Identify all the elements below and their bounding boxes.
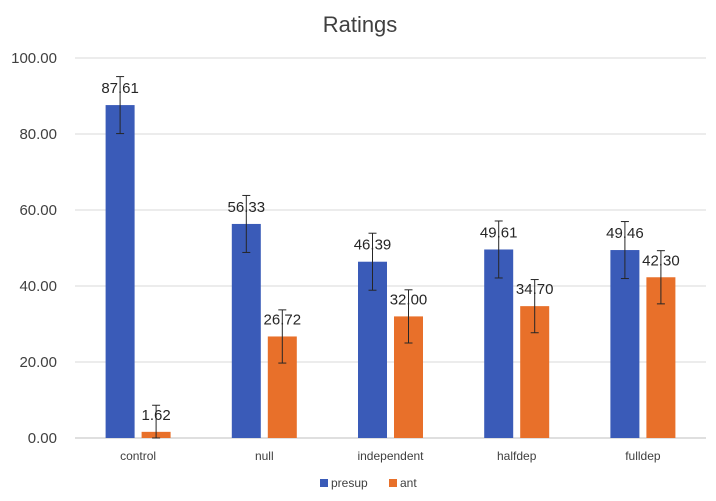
error-bars — [116, 76, 665, 439]
x-tick-label: control — [120, 449, 156, 463]
bar-presup-control — [105, 105, 135, 438]
bars — [105, 105, 676, 438]
y-axis: 0.00 20.00 40.00 60.00 80.00 100.00 — [11, 50, 57, 447]
bar-presup-null — [231, 223, 261, 438]
data-label: 46.39 — [354, 237, 392, 254]
y-tick-label: 20.00 — [19, 354, 57, 371]
y-tick-label: 100.00 — [11, 50, 57, 67]
legend-label-presup: presup — [331, 476, 368, 490]
x-tick-label: fulldep — [625, 449, 661, 463]
data-label: 56.33 — [228, 199, 266, 216]
y-tick-label: 60.00 — [19, 202, 57, 219]
data-label: 49.46 — [606, 225, 644, 242]
x-tick-label: halfdep — [497, 449, 537, 463]
chart-title: Ratings — [323, 12, 398, 37]
gridlines — [75, 57, 706, 439]
bar-presup-independent — [358, 261, 387, 438]
y-tick-label: 0.00 — [28, 430, 57, 447]
y-tick-label: 40.00 — [19, 278, 57, 295]
data-label: 26.72 — [264, 311, 302, 328]
x-tick-label: null — [255, 449, 274, 463]
legend-label-ant: ant — [400, 476, 417, 490]
data-labels: 87.61 1.62 56.33 26.72 46.39 32.00 49.61 34.70 4… — [101, 80, 679, 424]
data-label: 1.62 — [141, 407, 170, 424]
data-label: 42.30 — [642, 252, 680, 269]
legend-swatch-presup — [320, 479, 328, 487]
legend: presup ant — [320, 476, 417, 490]
x-axis: control null independent halfdep fulldep — [120, 449, 661, 463]
y-tick-label: 80.00 — [19, 126, 57, 143]
legend-swatch-ant — [389, 479, 397, 487]
data-label: 34.70 — [516, 281, 554, 298]
bar-presup-halfdep — [484, 249, 514, 438]
data-label: 49.61 — [480, 224, 518, 241]
x-tick-label: independent — [357, 449, 424, 463]
bar-presup-fulldep — [610, 250, 640, 438]
data-label: 87.61 — [101, 80, 139, 97]
data-label: 32.00 — [390, 291, 428, 308]
